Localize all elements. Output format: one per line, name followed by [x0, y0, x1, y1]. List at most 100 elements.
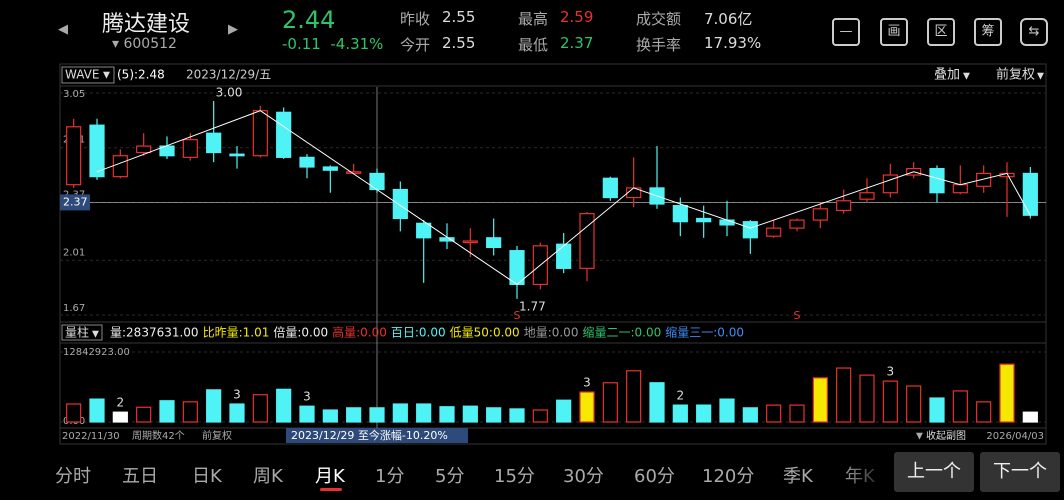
candle-body — [859, 192, 875, 200]
stat-value: 7.06亿 — [704, 10, 753, 28]
tab[interactable]: 1分 — [375, 466, 405, 487]
back-arrow[interactable]: ◀ — [58, 22, 68, 37]
candle-body — [556, 243, 572, 269]
footer-adjust: 前复权 — [202, 429, 232, 442]
volume-marker: 3 — [303, 390, 311, 404]
tab[interactable]: 5分 — [435, 466, 465, 487]
price: 2.44 — [282, 6, 336, 34]
tab-fade — [840, 452, 890, 496]
volume-bar — [532, 409, 548, 423]
candle-body — [462, 240, 478, 244]
minimize-button[interactable]: — — [832, 18, 860, 46]
tab[interactable]: 日K — [192, 466, 222, 487]
tab[interactable]: 季K — [783, 466, 813, 487]
volume-bar — [66, 403, 82, 423]
volume-bar — [439, 406, 455, 423]
candle-body — [299, 156, 315, 168]
candle-body — [976, 172, 992, 187]
volume-bar — [602, 382, 618, 423]
collapse-arrow: ▼ — [916, 432, 923, 442]
tab[interactable]: 30分 — [563, 466, 604, 487]
volume-bar — [89, 398, 105, 423]
tab[interactable]: 120分 — [702, 466, 755, 487]
tab[interactable]: 15分 — [494, 466, 535, 487]
volume-bar — [206, 389, 222, 423]
volume-marker: 3 — [887, 365, 895, 379]
tab[interactable]: 月K — [315, 466, 345, 487]
nav-button[interactable]: 上一个 — [894, 452, 974, 492]
footer-periods: 周期数42个 — [132, 429, 185, 442]
volume-bar — [719, 398, 735, 423]
volume-info: 缩量三一:0.00 — [665, 325, 744, 340]
volume-bar — [579, 391, 595, 423]
footer-range: 2023/12/29 至今涨幅-10.20% — [291, 428, 448, 442]
volume-bar — [159, 400, 175, 423]
candle-body — [602, 177, 618, 199]
candle-body — [276, 111, 292, 158]
dropdown: ▼ — [963, 72, 970, 82]
range-box — [286, 428, 468, 443]
stat-label: 换手率 — [636, 36, 682, 54]
volume-bar — [812, 377, 828, 423]
crosshair-label: 2.37 — [63, 195, 88, 208]
tab[interactable]: 分时 — [55, 466, 91, 487]
volume-bar — [252, 394, 268, 423]
volume-tick-label: 12842923.00 — [63, 347, 130, 358]
volume-bar — [369, 407, 385, 423]
candle-body — [742, 221, 758, 239]
volume-bar — [952, 390, 968, 423]
tab-underline — [320, 488, 342, 491]
volume-marker: 3 — [583, 376, 591, 390]
footer-end: 2026/04/03 — [986, 431, 1044, 442]
volume-bar — [649, 382, 665, 423]
indicator-box — [61, 66, 115, 84]
volume-bar — [112, 411, 128, 423]
candle-body — [369, 172, 385, 191]
volume-bar — [742, 407, 758, 423]
tab[interactable]: 周K — [253, 466, 283, 487]
volume-info: 百日:0.00 — [391, 326, 446, 340]
candle-body — [182, 139, 198, 158]
tool-button[interactable]: 画 — [880, 18, 908, 46]
candle-body — [206, 132, 222, 154]
volume-bar — [1022, 411, 1038, 423]
tab[interactable]: 60分 — [634, 466, 675, 487]
candle-body — [392, 188, 408, 220]
stat-value: 2.55 — [442, 34, 476, 52]
volume-marker: 2 — [677, 389, 685, 403]
volume-bar — [672, 404, 688, 423]
volume-bar — [906, 385, 922, 423]
tab[interactable]: 五日 — [122, 466, 158, 487]
volume-bar — [766, 404, 782, 423]
footer-collapse[interactable]: 收起副图 — [926, 429, 966, 442]
change-pct: -4.31% — [330, 35, 384, 53]
volume-bar — [976, 401, 992, 423]
dropdown: ▼ — [92, 330, 99, 340]
chart-frame — [59, 63, 1047, 445]
indicator-value: (5):2.48 — [117, 68, 165, 82]
rotate-button[interactable]: ⇆ — [1020, 18, 1048, 46]
nav-button[interactable]: 下一个 — [980, 452, 1060, 492]
stat-label: 成交额 — [636, 10, 682, 28]
change: -0.11 -4.31% — [282, 35, 383, 53]
price-label: 3.00 — [216, 86, 243, 100]
volume-bar — [392, 403, 408, 423]
volume-marker: 3 — [233, 388, 241, 402]
volume-bar — [462, 405, 478, 423]
volume-bar — [229, 403, 245, 423]
dropdown: ▼ — [1037, 72, 1044, 82]
candle-body — [229, 153, 245, 157]
stat-label: 最高 — [518, 10, 549, 28]
stat-label: 今开 — [400, 36, 431, 54]
tool-button[interactable]: 区 — [927, 18, 955, 46]
code: 600512 — [123, 36, 177, 52]
stat-value: 2.55 — [442, 8, 476, 26]
volume-info: 高量:0.00 — [332, 325, 387, 340]
volume-marker: 2 — [117, 396, 125, 410]
candle-body — [766, 227, 782, 237]
overlay: 叠加 — [934, 68, 960, 83]
tool-button[interactable]: 筹 — [974, 18, 1002, 46]
candle-body — [719, 219, 735, 226]
volume-info: 比昨量:1.01 — [203, 326, 270, 340]
next-arrow[interactable]: ▶ — [228, 22, 238, 37]
